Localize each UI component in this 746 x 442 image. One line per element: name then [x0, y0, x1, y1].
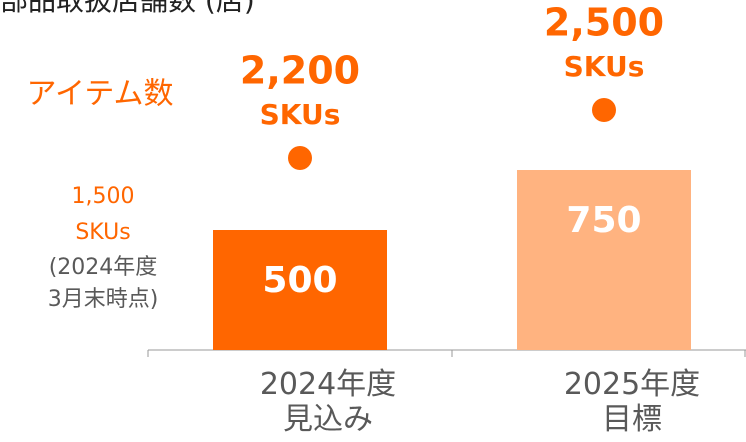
dot-unit: SKUs [260, 98, 341, 131]
bar [517, 170, 691, 350]
dot-label: 2,500 [544, 1, 664, 45]
bar-label: 500 [262, 260, 337, 301]
chart-title: 部品取扱店舗数 (店) [0, 0, 255, 17]
bar [213, 230, 387, 350]
dot [592, 98, 616, 122]
annotation: 1,500 SKUs [72, 184, 135, 245]
series-name: アイテム数 [27, 77, 174, 112]
dot-unit: SKUs [564, 50, 645, 83]
annotation: (2024年度 3月末時点) [48, 255, 159, 312]
x-tick-label: 2024年度見込み [260, 367, 396, 437]
dot-label: 2,200 [240, 49, 360, 93]
bar-label: 750 [566, 200, 641, 241]
x-tick-label: 2025年度目標 [564, 367, 700, 437]
dot [288, 146, 312, 170]
